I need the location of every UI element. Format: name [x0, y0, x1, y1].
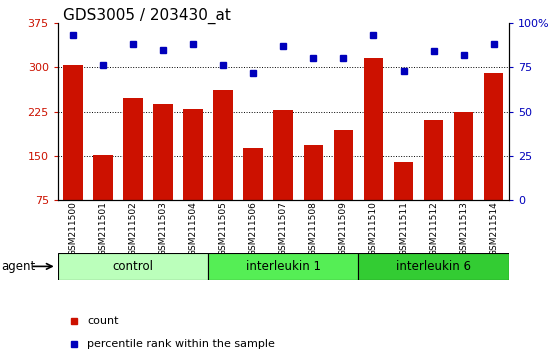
Bar	[334, 130, 353, 244]
Bar	[273, 110, 293, 244]
Bar	[93, 155, 113, 244]
Bar	[364, 58, 383, 244]
Text: percentile rank within the sample: percentile rank within the sample	[87, 339, 275, 349]
Bar	[244, 148, 263, 244]
Bar	[394, 162, 413, 244]
Bar	[183, 109, 203, 244]
Bar	[123, 98, 142, 244]
Bar	[359, 253, 509, 280]
Text: count: count	[87, 316, 119, 326]
Text: interleukin 1: interleukin 1	[246, 260, 321, 273]
Text: control: control	[112, 260, 153, 273]
Bar	[63, 65, 82, 244]
Bar	[304, 145, 323, 244]
Text: GDS3005 / 203430_at: GDS3005 / 203430_at	[63, 8, 231, 24]
Bar	[153, 104, 173, 244]
Bar	[424, 120, 443, 244]
Text: interleukin 6: interleukin 6	[396, 260, 471, 273]
Bar	[454, 112, 474, 244]
Bar	[208, 253, 359, 280]
Text: agent: agent	[1, 260, 35, 273]
Bar	[213, 90, 233, 244]
Bar	[484, 73, 503, 244]
Bar	[58, 253, 208, 280]
